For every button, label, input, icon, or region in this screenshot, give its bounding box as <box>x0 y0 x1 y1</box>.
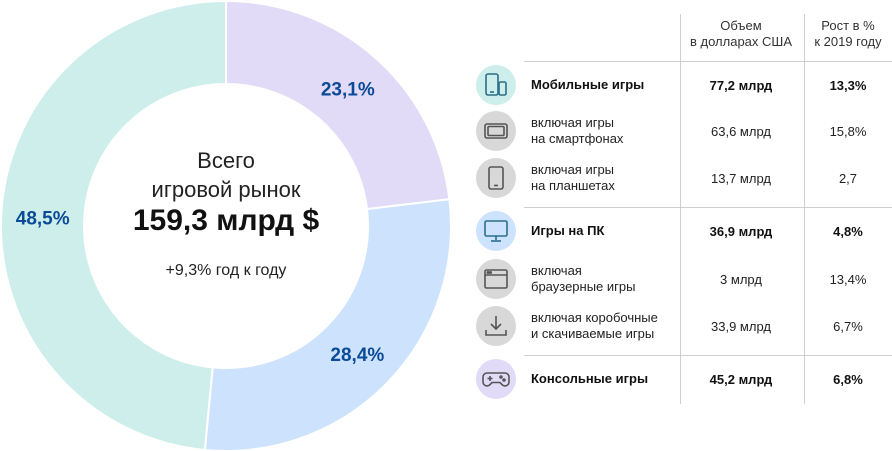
table-row: включая коробочные и скачиваемые игры 33,… <box>470 303 892 349</box>
total-market-value: 159,3 млрд $ <box>132 204 320 237</box>
slice-mobile <box>0 0 227 451</box>
row-divider-console <box>524 355 892 356</box>
row-growth: 15,8% <box>829 123 867 139</box>
row-growth: 6,7% <box>833 318 863 334</box>
row-divider-pc <box>524 207 892 208</box>
row-growth: 4,8% <box>833 223 863 239</box>
table-row: Мобильные игры 77,2 млрд 13,3% <box>470 62 892 108</box>
row-label: включая браузерные игры <box>531 263 636 294</box>
total-market-growth: +9,3% год к году <box>165 262 287 279</box>
row-growth: 6,8% <box>833 371 863 387</box>
table-row: включая игры на планшетах 13,7 млрд 2,7 <box>470 155 892 201</box>
header-volume: Объем в долларах США <box>690 18 792 49</box>
browser-icon <box>476 259 516 299</box>
smartphone-icon <box>476 111 516 151</box>
row-volume: 63,6 млрд <box>711 123 771 139</box>
row-volume: 33,9 млрд <box>711 318 771 334</box>
table-row: включая игры на смартфонах 63,6 млрд 15,8% <box>470 108 892 154</box>
row-divider-top <box>524 61 892 62</box>
row-label: включая игры на смартфонах <box>531 115 624 146</box>
header-growth: Рост в % к 2019 году <box>814 18 882 49</box>
row-label: Мобильные игры <box>531 77 645 92</box>
label-pc: 28,4% <box>330 345 384 366</box>
column-divider-1 <box>680 14 681 404</box>
mobile-devices-icon <box>476 65 516 105</box>
table-row: включая браузерные игры 3 млрд 13,4% <box>470 256 892 302</box>
gamepad-icon <box>476 359 516 399</box>
row-volume: 77,2 млрд <box>709 77 773 93</box>
download-icon <box>476 306 516 346</box>
row-volume: 36,9 млрд <box>709 223 773 239</box>
column-divider-2 <box>804 14 805 404</box>
total-market-title: Всего игровой рынок <box>151 148 301 202</box>
monitor-icon <box>476 211 516 251</box>
tablet-icon <box>476 158 516 198</box>
label-mobile: 48,5% <box>16 208 70 229</box>
row-growth: 2,7 <box>838 170 858 186</box>
row-label: включая игры на планшетах <box>531 162 615 193</box>
row-volume: 3 млрд <box>720 271 762 287</box>
row-label: включая коробочные и скачиваемые игры <box>531 310 658 341</box>
label-console: 23,1% <box>321 80 375 101</box>
slice-console <box>225 0 451 211</box>
row-label: Игры на ПК <box>531 223 605 238</box>
row-volume: 13,7 млрд <box>711 170 771 186</box>
row-growth: 13,4% <box>829 271 867 287</box>
row-growth: 13,3% <box>829 77 867 93</box>
row-label: Консольные игры <box>531 371 649 386</box>
table-row: Консольные игры 45,2 млрд 6,8% <box>470 356 892 402</box>
row-volume: 45,2 млрд <box>709 371 773 387</box>
table-row: Игры на ПК 36,9 млрд 4,8% <box>470 208 892 254</box>
